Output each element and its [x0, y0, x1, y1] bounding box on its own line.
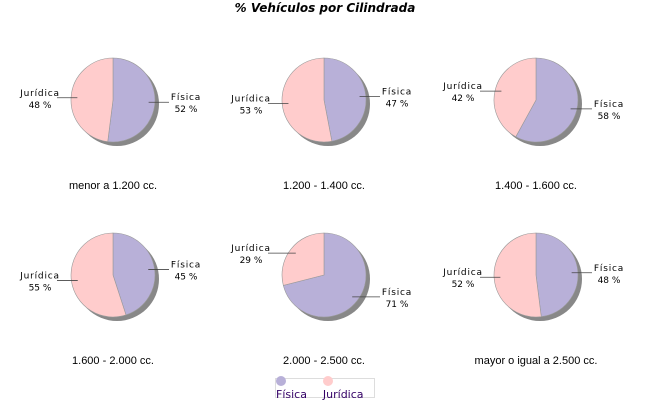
slice-value: 52 % — [452, 280, 475, 290]
pie-subtitle: 1.200 - 1.400 cc. — [283, 180, 365, 192]
pie-subtitle: 1.400 - 1.600 cc. — [495, 180, 577, 192]
pie-slice — [281, 57, 333, 143]
pie-subtitle: 2.000 - 2.500 cc. — [283, 355, 365, 367]
slice-label: Jurídica — [19, 89, 60, 99]
slice-label: Jurídica — [19, 272, 60, 282]
pie-slice — [515, 57, 579, 143]
slice-label: Física — [171, 93, 201, 103]
pie-slice — [70, 57, 114, 143]
legend-item-juridica: Jurídica — [322, 375, 374, 401]
pie-slice — [493, 57, 537, 138]
slice-label: Jurídica — [442, 268, 483, 278]
slice-label: Física — [594, 264, 624, 274]
slice-label: Física — [382, 88, 412, 98]
pie-4: Física 71 % Jurídica 29 % — [230, 232, 412, 321]
slice-value: 29 % — [240, 256, 263, 266]
slice-value: 48 % — [598, 276, 621, 286]
pie-3: Física 45 % Jurídica 55 % — [19, 232, 201, 321]
pie-subtitle: 1.600 - 2.000 cc. — [72, 355, 154, 367]
slice-value: 71 % — [386, 300, 409, 310]
slice-value: 47 % — [386, 100, 409, 110]
slice-label: Física — [171, 260, 201, 270]
pie-5: Física 48 % Jurídica 52 % — [442, 232, 624, 321]
legend-label: Jurídica — [322, 388, 364, 401]
slice-label: Física — [594, 100, 624, 110]
slice-label: Jurídica — [442, 82, 483, 92]
pie-slice — [281, 232, 325, 286]
slice-value: 53 % — [240, 106, 263, 116]
legend-swatch — [322, 376, 333, 386]
slice-value: 58 % — [598, 112, 621, 122]
pie-subtitle: mayor o igual a 2.500 cc. — [474, 355, 598, 367]
pie-2: Física 58 % Jurídica 42 % — [442, 57, 624, 146]
pie-0: Física 52 % Jurídica 48 % — [19, 57, 201, 146]
pie-1: Física 47 % Jurídica 53 % — [230, 57, 412, 146]
pie-slice — [112, 232, 156, 316]
pie-slice — [70, 232, 127, 318]
legend-swatch — [276, 376, 286, 386]
pie-slice — [323, 57, 367, 142]
slice-value: 42 % — [452, 94, 475, 104]
legend: Física Jurídica — [275, 375, 375, 401]
slice-value: 55 % — [29, 284, 52, 294]
slice-value: 52 % — [175, 105, 198, 115]
slice-value: 48 % — [29, 101, 52, 111]
pie-slice — [282, 232, 367, 318]
chart-title: % Vehículos por Cilindrada — [234, 1, 416, 15]
pie-slice — [493, 232, 542, 318]
slice-label: Jurídica — [230, 244, 271, 254]
pie-subtitle: menor a 1.200 cc. — [68, 180, 158, 192]
slice-label: Jurídica — [230, 94, 271, 104]
legend-label: Física — [276, 388, 307, 401]
legend-item-fisica: Física — [276, 375, 318, 401]
slice-label: Física — [382, 288, 412, 298]
slice-value: 45 % — [175, 272, 198, 282]
